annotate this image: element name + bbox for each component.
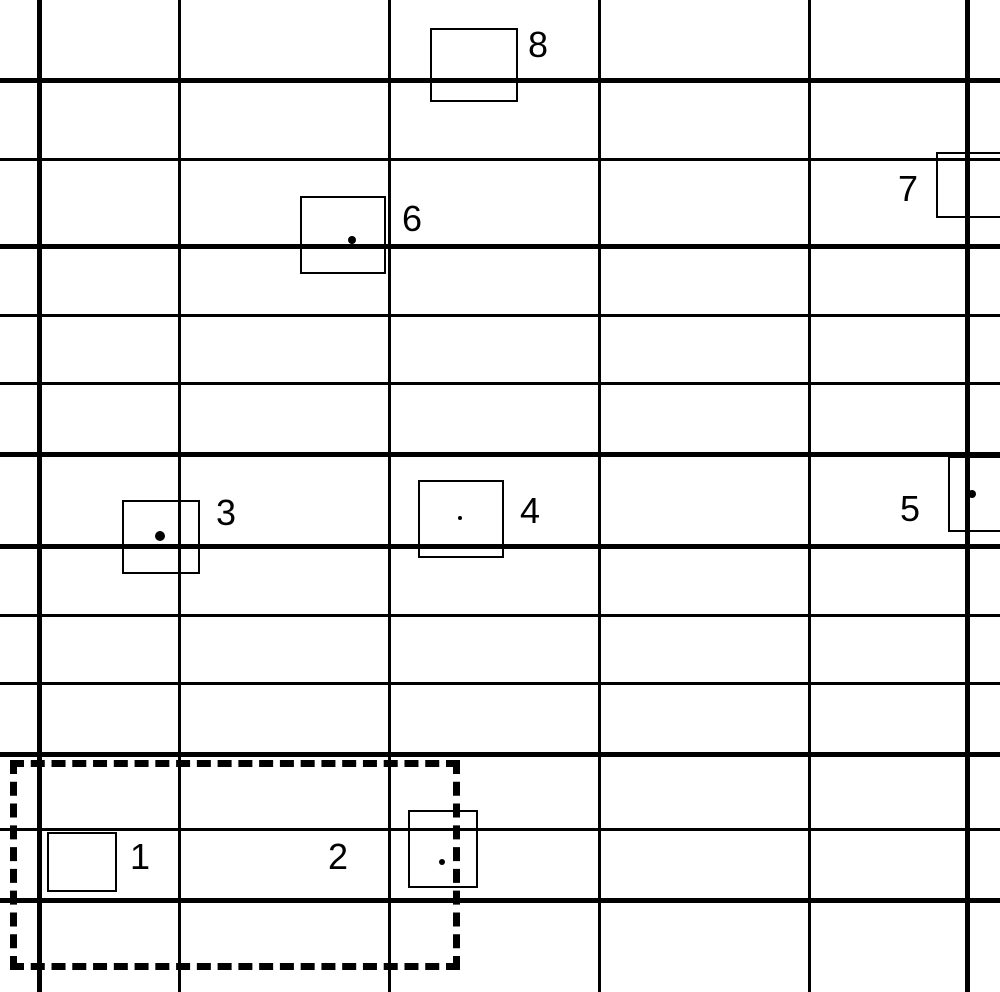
marker-box-8 (430, 28, 518, 102)
marker-box-6 (300, 196, 386, 274)
label-8: 8 (528, 24, 548, 66)
grid-hline (0, 452, 1000, 457)
grid-hline (0, 752, 1000, 757)
marker-dot (439, 859, 445, 865)
grid-hline (0, 314, 1000, 317)
grid-vline (598, 0, 601, 992)
label-1: 1 (130, 836, 150, 878)
label-5: 5 (900, 488, 920, 530)
grid-hline (0, 158, 1000, 161)
label-4: 4 (520, 490, 540, 532)
grid-hline (0, 382, 1000, 385)
grid-hline (0, 614, 1000, 617)
marker-dot (968, 490, 976, 498)
marker-dot (348, 236, 356, 244)
diagram-canvas: 8 6 7 3 4 5 1 2 (0, 0, 1000, 992)
marker-box-7 (936, 152, 1000, 218)
grid-hline (0, 682, 1000, 685)
marker-dot (155, 531, 165, 541)
grid-hline (0, 244, 1000, 249)
marker-dot (458, 516, 462, 520)
label-6: 6 (402, 198, 422, 240)
label-7: 7 (898, 168, 918, 210)
label-2: 2 (328, 836, 348, 878)
grid-vline (808, 0, 811, 992)
label-3: 3 (216, 492, 236, 534)
inner-bar (47, 832, 117, 892)
